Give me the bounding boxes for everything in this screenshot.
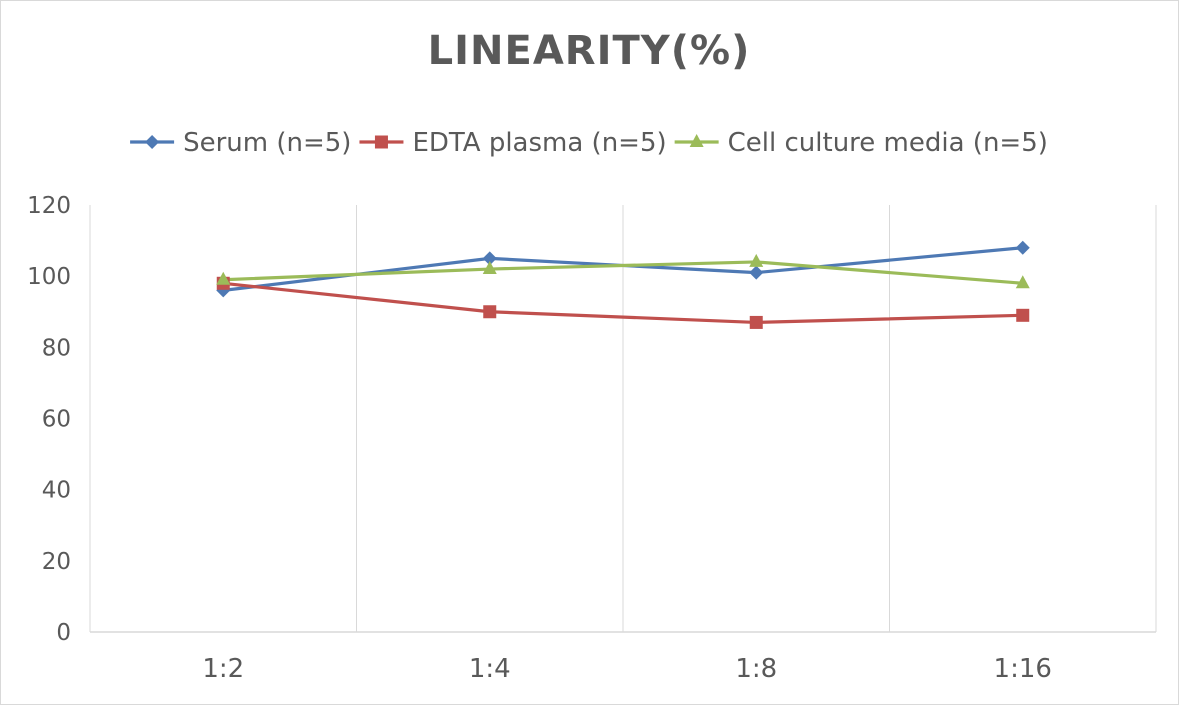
legend-label: EDTA plasma (n=5)	[412, 128, 666, 158]
y-tick-label: 60	[42, 407, 71, 433]
x-tick-label: 1:8	[735, 654, 777, 684]
y-tick-label: 120	[27, 193, 71, 219]
data-point	[216, 271, 231, 285]
legend: Serum (n=5) EDTA plasma (n=5) Cell culture…	[130, 128, 1048, 158]
legend-label: Cell culture media (n=5)	[728, 128, 1048, 158]
data-point	[483, 305, 497, 319]
series-lines	[223, 246, 1023, 325]
data-point	[749, 265, 764, 280]
series-markers	[216, 240, 1030, 329]
chart-title: LINEARITY(%)	[428, 28, 751, 74]
legend-item: Serum (n=5)	[130, 128, 351, 158]
data-point	[1016, 308, 1030, 322]
y-tick-label: 100	[27, 264, 71, 290]
legend-item: Cell culture media (n=5)	[674, 128, 1048, 158]
x-tick-label: 1:16	[994, 654, 1052, 684]
data-point	[482, 261, 497, 275]
legend-marker	[689, 134, 704, 147]
x-tick-label: 1:2	[202, 654, 244, 684]
y-tick-label: 80	[42, 335, 71, 361]
y-tick-label: 40	[42, 478, 71, 504]
grid	[89, 205, 1157, 632]
data-point	[749, 315, 763, 329]
legend-label: Serum (n=5)	[183, 128, 351, 158]
series-line	[223, 260, 1023, 285]
series-line	[223, 281, 1023, 325]
x-tick-label: 1:4	[469, 654, 511, 684]
data-point	[1015, 240, 1030, 255]
axes: 0 20 40 60 80 100 120 1:2 1:4 1:8 1:16	[27, 193, 1156, 684]
data-point	[1015, 275, 1030, 289]
data-point	[749, 253, 764, 267]
legend-item: EDTA plasma (n=5)	[359, 128, 667, 158]
legend-marker	[374, 135, 388, 149]
legend-marker	[145, 135, 160, 149]
y-tick-label: 0	[56, 620, 71, 646]
y-tick-label: 20	[42, 549, 71, 575]
data-point	[482, 251, 497, 266]
